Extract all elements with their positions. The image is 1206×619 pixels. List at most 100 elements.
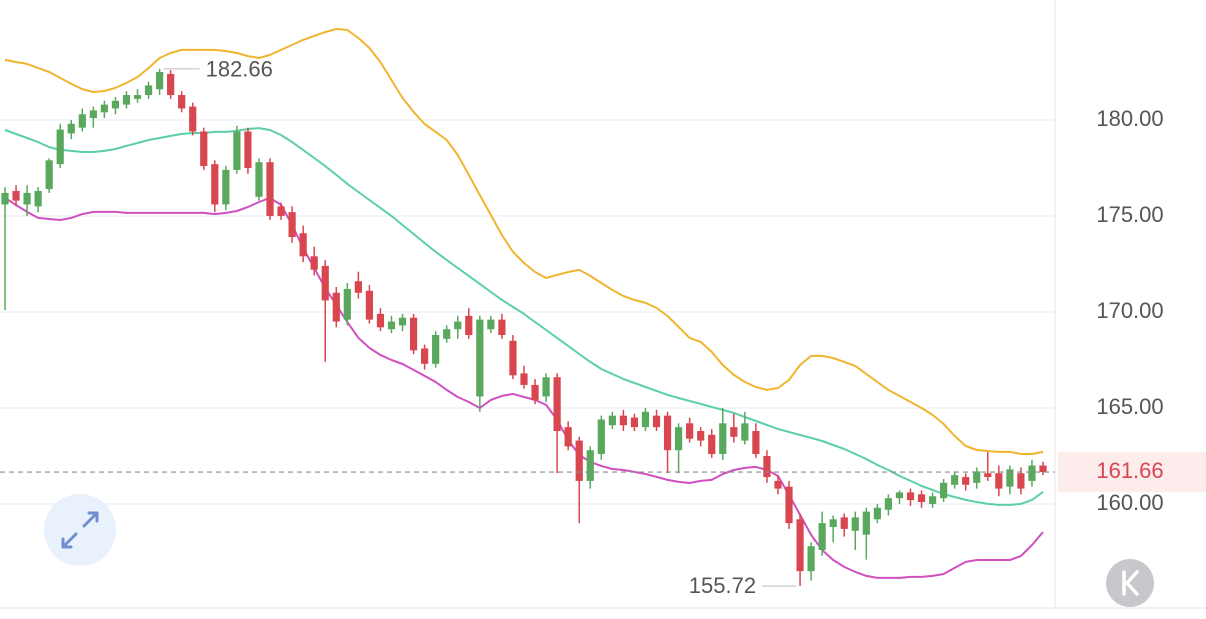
candle-body <box>796 519 804 572</box>
candle-body <box>255 162 263 197</box>
candle-body <box>56 129 64 165</box>
grid <box>0 119 1055 505</box>
candle-body <box>917 494 926 503</box>
candle-body <box>906 492 915 501</box>
expand-icon[interactable] <box>61 511 99 549</box>
candle-body <box>520 373 528 385</box>
candle-body <box>12 191 20 201</box>
candle-body <box>465 315 473 336</box>
candle-body <box>597 419 605 455</box>
candle-body <box>78 114 86 128</box>
candle-body <box>321 265 329 301</box>
candle-body <box>23 192 31 205</box>
candle-body <box>995 473 1003 489</box>
candle-body <box>686 423 694 439</box>
candle-body <box>895 492 904 499</box>
candle-body <box>476 319 484 397</box>
candle-body <box>553 377 561 431</box>
candles <box>1 68 1047 587</box>
y-tick-label: 170.00 <box>1096 298 1163 323</box>
candle-body <box>34 191 42 207</box>
candle-body <box>862 511 870 535</box>
candle-body <box>299 233 307 257</box>
candle-body <box>443 329 451 339</box>
band-line <box>4 196 1044 579</box>
candle-body <box>167 73 175 96</box>
candle-body <box>1017 473 1025 489</box>
candle-body <box>509 340 517 376</box>
candle-body <box>266 162 274 216</box>
candle-body <box>719 423 727 455</box>
candle-body <box>851 517 859 531</box>
candle-body <box>288 212 296 238</box>
candle-body <box>67 123 75 134</box>
candle-body <box>575 440 583 481</box>
max-label: 182.66 <box>206 57 273 82</box>
candle-body <box>564 427 572 447</box>
candle-body <box>310 256 318 270</box>
candle-body <box>973 471 981 483</box>
candle-body <box>774 480 782 489</box>
candle-body <box>962 477 970 485</box>
candle-body <box>498 319 506 336</box>
expand-circle[interactable] <box>44 494 116 566</box>
candle-body <box>133 95 142 99</box>
candle-body <box>421 348 429 364</box>
band-line <box>4 127 1044 506</box>
collapse-button[interactable] <box>1106 559 1154 607</box>
y-tick-label: 165.00 <box>1096 394 1163 419</box>
candle-body <box>652 415 661 428</box>
candle-body <box>233 131 241 170</box>
candle-body <box>144 85 153 96</box>
candle-body <box>608 415 616 426</box>
candle-body <box>365 290 374 320</box>
last-price-label: 161.66 <box>1096 458 1163 483</box>
candle-body <box>951 475 959 485</box>
candle-body <box>730 427 738 437</box>
candle-body <box>1039 465 1047 473</box>
candle-body <box>189 106 197 132</box>
candle-body <box>763 455 771 478</box>
candle-body <box>542 377 550 397</box>
y-tick-label: 160.00 <box>1096 490 1163 515</box>
candle-body <box>343 288 351 320</box>
bands <box>4 28 1044 579</box>
candle-body <box>155 71 164 90</box>
candle-body <box>840 517 848 529</box>
candle-body <box>111 100 120 109</box>
min-label: 155.72 <box>689 573 756 598</box>
candle-body <box>178 95 186 109</box>
candle-body <box>222 169 230 205</box>
candle-body <box>752 430 760 455</box>
candle-body <box>674 427 683 451</box>
candle-body <box>641 411 650 428</box>
candle-body <box>454 321 462 330</box>
candle-body <box>354 281 362 293</box>
y-tick-label: 180.00 <box>1096 106 1163 131</box>
candle-body <box>100 104 108 113</box>
candle-body <box>928 496 937 504</box>
band-line <box>4 28 1044 455</box>
candle-body <box>432 335 440 364</box>
collapse-circle[interactable] <box>1106 559 1154 607</box>
candle-body <box>531 384 539 401</box>
collapse-icon[interactable] <box>1122 570 1139 596</box>
candle-body <box>619 415 627 426</box>
y-tick-label: 175.00 <box>1096 202 1163 227</box>
candle-body <box>45 160 53 190</box>
candle-body <box>984 473 992 478</box>
candle-body <box>630 417 639 428</box>
candle-body <box>708 434 716 455</box>
annotations: 160.00 165.00 170.00 175.00 180.00 161.66 182.… <box>0 57 1206 598</box>
candle-body <box>818 523 826 551</box>
candle-body <box>873 507 881 520</box>
expand-button[interactable] <box>44 494 116 566</box>
candle-body <box>244 131 252 168</box>
candle-body <box>122 95 131 105</box>
candle-body <box>376 313 385 328</box>
candle-body <box>741 423 749 441</box>
candle-body <box>1006 469 1014 487</box>
